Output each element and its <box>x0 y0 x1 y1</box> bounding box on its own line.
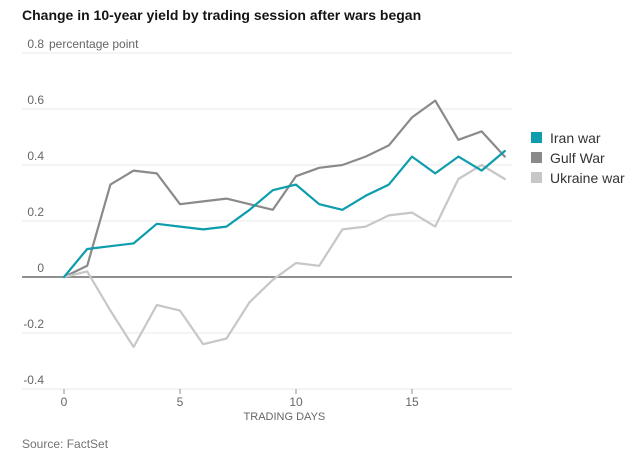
x-tick-label: 0 <box>61 395 68 409</box>
legend-label: Gulf War <box>550 149 605 166</box>
legend-swatch <box>531 172 542 183</box>
series-line-gulf-war <box>62 99 506 279</box>
legend-item-iran-war: Iran war <box>531 129 625 146</box>
x-axis-title: TRADING DAYS <box>244 411 326 423</box>
x-tick-label: 15 <box>405 395 419 409</box>
series-line-iran-war <box>62 149 506 279</box>
y-tick-label: 0.4 <box>27 149 44 163</box>
legend-swatch <box>531 132 542 143</box>
y-tick-label: 0.2 <box>27 205 44 219</box>
legend-item-gulf-war: Gulf War <box>531 149 625 166</box>
series-line-ukraine-war <box>62 163 506 349</box>
source-note: Source: FactSet <box>22 437 109 451</box>
x-tick-label: 5 <box>177 395 184 409</box>
y-tick-label: 0.8 <box>27 37 44 51</box>
x-tick-label: 10 <box>289 395 303 409</box>
legend-item-ukraine-war: Ukraine war <box>531 169 625 186</box>
y-tick-label: -0.4 <box>23 373 44 387</box>
legend-label: Iran war <box>550 129 601 146</box>
y-tick-label: -0.2 <box>23 317 44 331</box>
y-axis-unit-label: percentage point <box>49 37 139 51</box>
y-tick-label: 0.6 <box>27 93 44 107</box>
chart-title: Change in 10-year yield by trading sessi… <box>22 7 422 23</box>
y-tick-label: 0 <box>37 261 44 275</box>
legend: Iran war Gulf War Ukraine war <box>531 129 625 186</box>
legend-swatch <box>531 152 542 163</box>
legend-label: Ukraine war <box>550 169 625 186</box>
